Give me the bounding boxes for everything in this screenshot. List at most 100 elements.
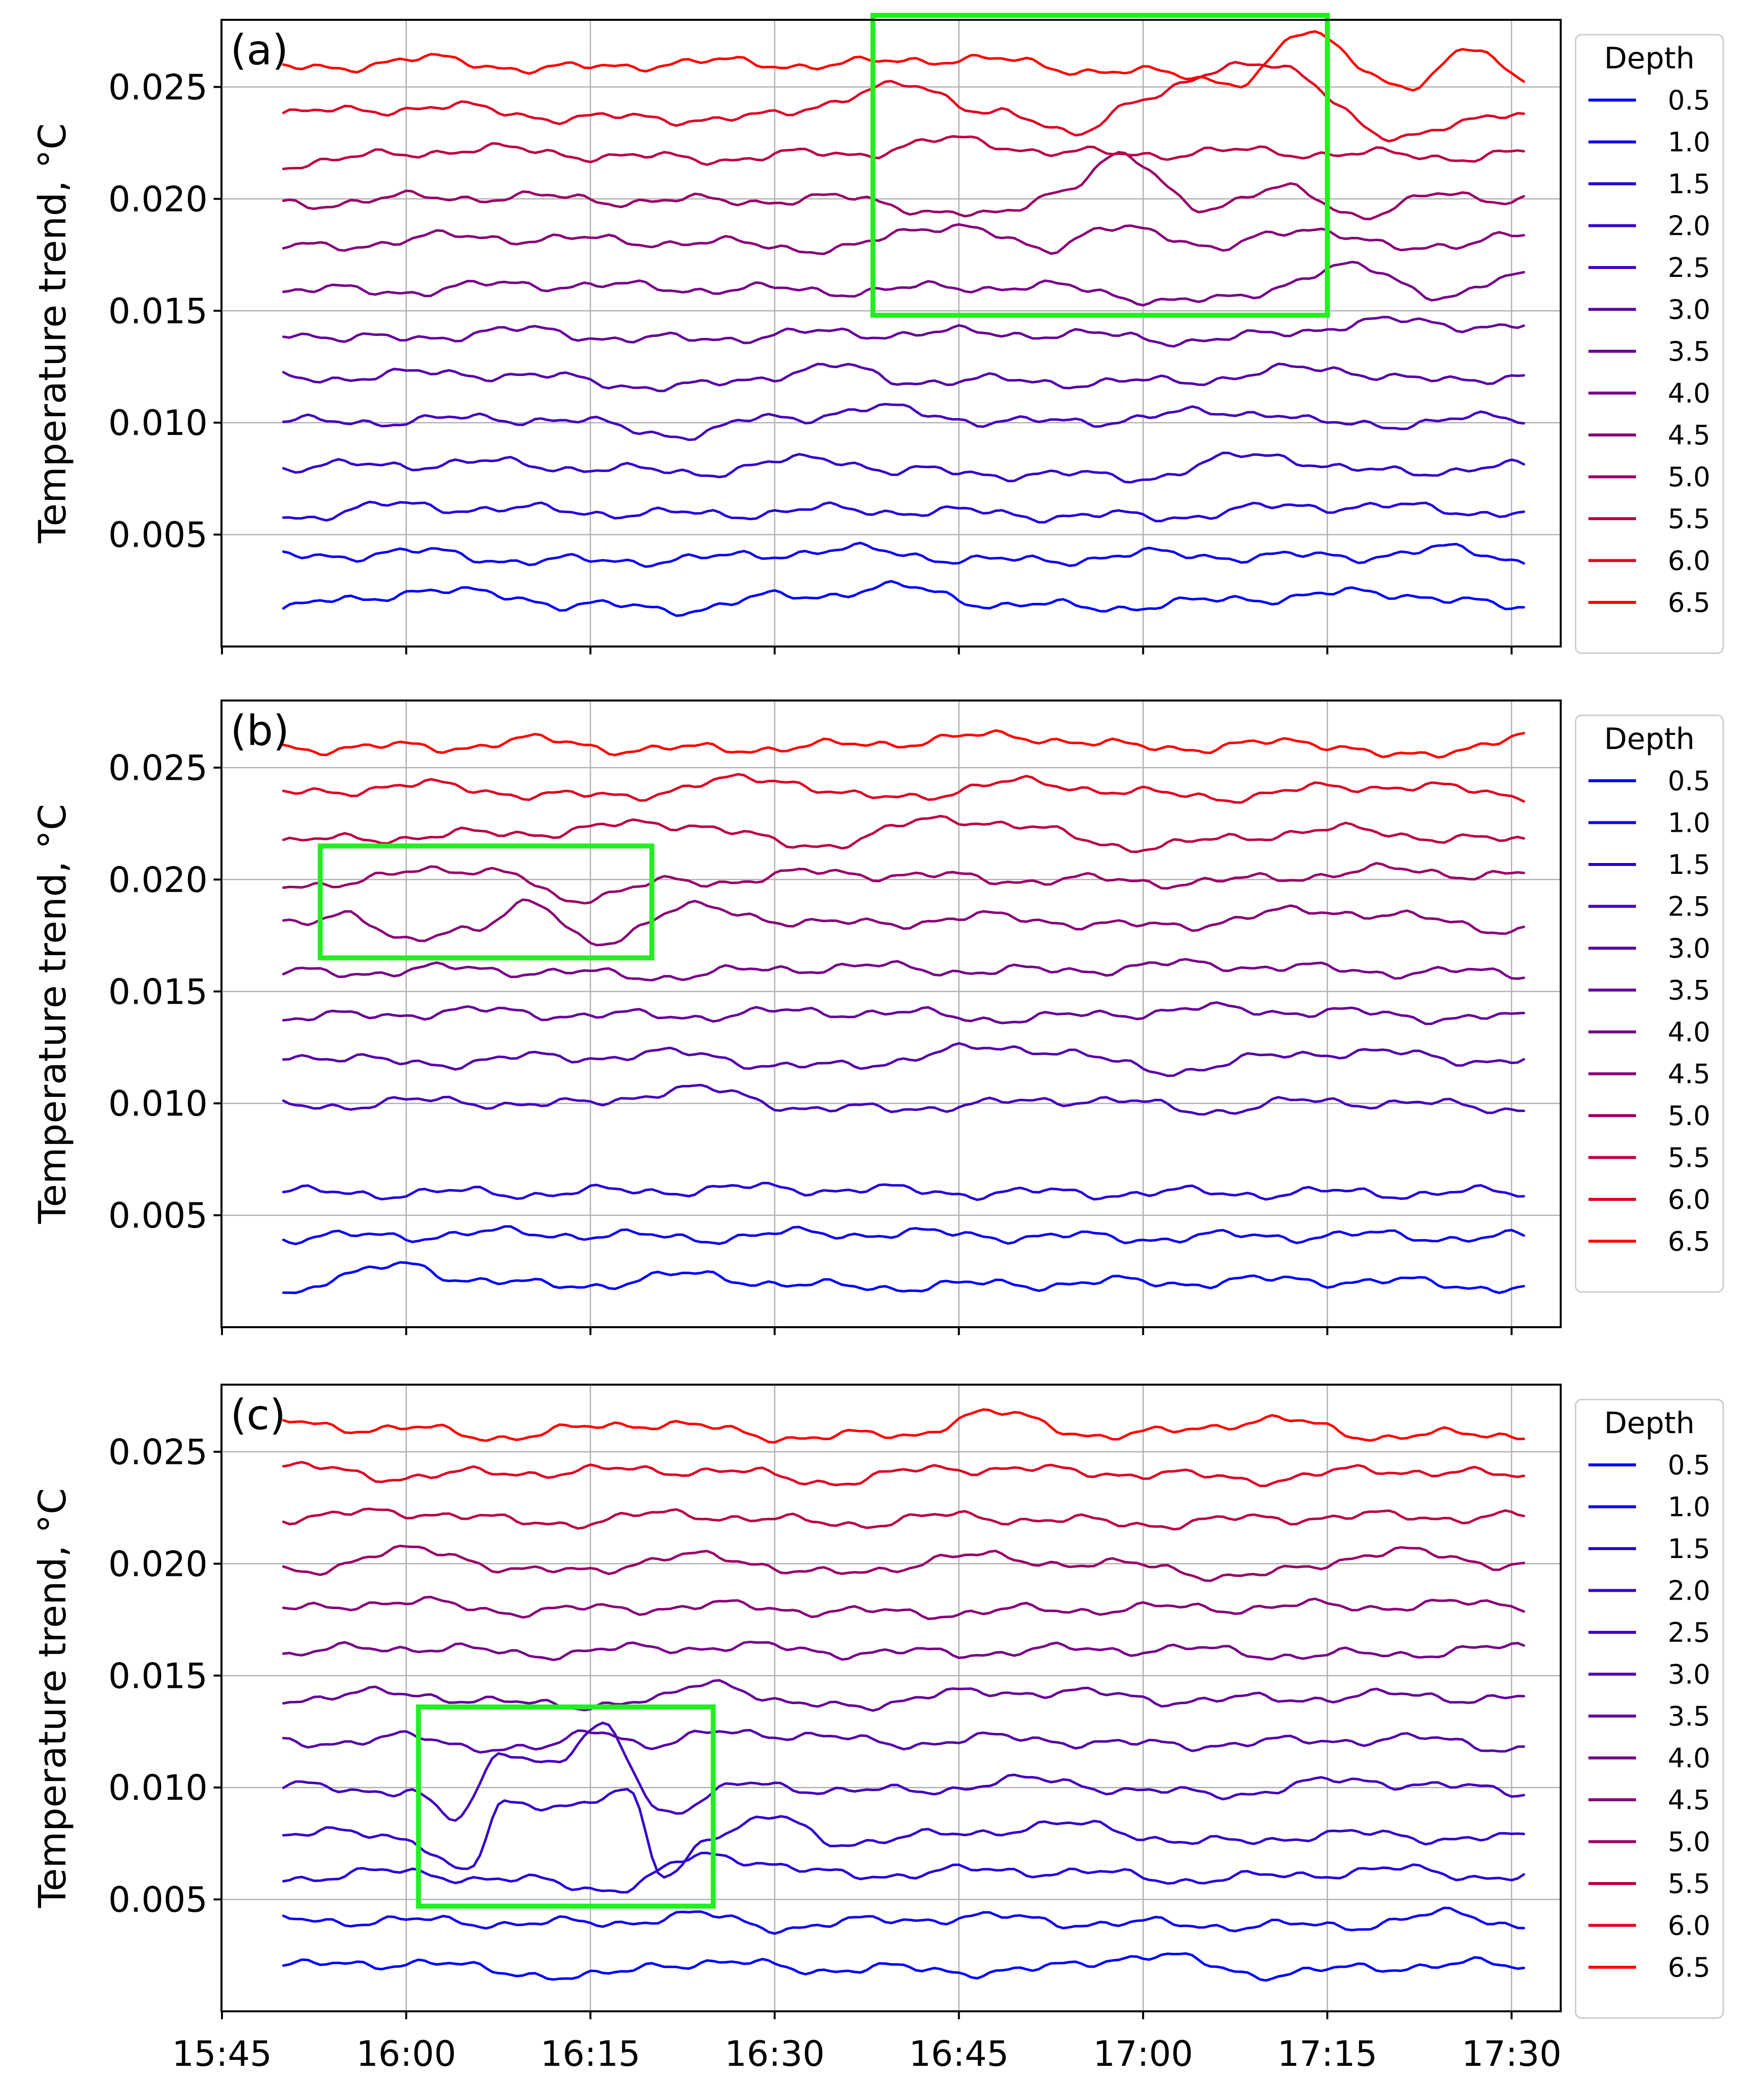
series-line-1.0 xyxy=(282,1906,1526,1935)
highlight-box xyxy=(318,843,655,961)
y-axis-label: Temperature trend, °C xyxy=(30,804,74,1225)
series-line-0.5 xyxy=(282,1952,1526,1982)
y-tick-label: 0.005 xyxy=(109,1880,208,1920)
legend-label-4.0: 4.0 xyxy=(1668,378,1710,409)
legend-title: Depth xyxy=(1604,1406,1695,1441)
series-line-2.0 xyxy=(282,451,1526,484)
series-line-5.0 xyxy=(282,151,1526,220)
legend-label-4.5: 4.5 xyxy=(1668,1784,1710,1816)
series-line-6.0 xyxy=(282,61,1526,143)
y-tick-label: 0.020 xyxy=(109,1544,208,1584)
legend-label-3.0: 3.0 xyxy=(1668,933,1710,964)
panel-label: (b) xyxy=(230,706,289,755)
series-line-4.5 xyxy=(282,223,1526,255)
series-line-3.5 xyxy=(282,1679,1526,1712)
y-tick-label: 0.005 xyxy=(109,515,208,555)
series-line-6.5 xyxy=(282,30,1526,92)
series-line-2.0 xyxy=(282,1788,1526,1879)
y-tick-label: 0.010 xyxy=(109,1083,208,1124)
y-axis-label: Temperature trend, °C xyxy=(30,123,74,544)
series-group xyxy=(282,1408,1526,1982)
x-tick-label: 16:45 xyxy=(909,2034,1009,2074)
legend-title: Depth xyxy=(1604,41,1695,76)
legend-label-6.5: 6.5 xyxy=(1668,1952,1710,1983)
y-tick-label: 0.025 xyxy=(109,1432,208,1473)
legend-label-2.0: 2.0 xyxy=(1668,211,1710,242)
series-line-3.5 xyxy=(282,1001,1526,1025)
legend-frame xyxy=(1575,714,1724,1293)
legend-label-5.5: 5.5 xyxy=(1668,1868,1710,1899)
series-line-6.5 xyxy=(282,1408,1526,1444)
y-tick-label: 0.015 xyxy=(109,291,208,331)
series-line-1.0 xyxy=(282,1225,1526,1245)
legend-title: Depth xyxy=(1604,722,1695,756)
y-tick-label: 0.010 xyxy=(109,403,208,443)
series-line-5.5 xyxy=(282,814,1526,853)
series-line-5.5 xyxy=(282,135,1526,170)
series-line-1.5 xyxy=(282,1182,1526,1201)
y-tick-label: 0.015 xyxy=(109,1656,208,1696)
highlight-box xyxy=(870,12,1330,318)
y-axis-label: Temperature trend, °C xyxy=(30,1488,74,1909)
series-line-5.0 xyxy=(282,862,1526,905)
legend-label-5.0: 5.0 xyxy=(1668,462,1710,493)
legend-label-3.5: 3.5 xyxy=(1668,1701,1710,1732)
series-line-4.5 xyxy=(282,898,1526,947)
axes-frame xyxy=(220,700,1562,1328)
series-line-4.0 xyxy=(282,958,1526,982)
legend-label-6.5: 6.5 xyxy=(1668,1226,1710,1257)
y-tick-label: 0.020 xyxy=(109,179,208,219)
panel-label: (a) xyxy=(230,26,288,74)
legend-label-0.5: 0.5 xyxy=(1668,1450,1710,1481)
legend-label-0.5: 0.5 xyxy=(1668,85,1710,116)
y-tick-label: 0.010 xyxy=(109,1768,208,1808)
x-tick-label: 16:30 xyxy=(725,2034,825,2074)
highlight-box xyxy=(416,1704,716,1909)
legend-label-6.0: 6.0 xyxy=(1668,545,1710,577)
legend-frame xyxy=(1575,1399,1724,2019)
legend: Depth 0.5 1.0 1.5 2.5 3.0 3.5 4.0 4.5 5.0 5.5 6.0 6.… xyxy=(1575,714,1724,1293)
series-line-4.0 xyxy=(282,261,1526,307)
x-tick-label: 17:15 xyxy=(1277,2034,1377,2074)
series-line-4.0 xyxy=(282,1640,1526,1662)
legend-label-2.5: 2.5 xyxy=(1668,252,1710,283)
legend-label-3.5: 3.5 xyxy=(1668,336,1710,367)
legend-label-3.0: 3.0 xyxy=(1668,1659,1710,1690)
series-line-6.0 xyxy=(282,773,1526,804)
series-line-2.5 xyxy=(282,1722,1526,1822)
series-group xyxy=(282,729,1526,1294)
legend-label-6.0: 6.0 xyxy=(1668,1910,1710,1941)
series-group xyxy=(282,30,1526,617)
legend-label-1.0: 1.0 xyxy=(1668,127,1710,158)
legend-label-5.5: 5.5 xyxy=(1668,503,1710,535)
legend-label-5.5: 5.5 xyxy=(1668,1142,1710,1174)
legend-label-2.5: 2.5 xyxy=(1668,891,1710,922)
legend-label-4.5: 4.5 xyxy=(1668,1059,1710,1090)
legend-label-6.0: 6.0 xyxy=(1668,1184,1710,1215)
series-line-1.5 xyxy=(282,500,1526,524)
panel-a: 0.005 0.010 0.015 0.020 0.025 Temperature tre… xyxy=(30,12,1724,654)
legend-label-5.0: 5.0 xyxy=(1668,1100,1710,1131)
legend-label-5.0: 5.0 xyxy=(1668,1827,1710,1858)
legend-label-2.0: 2.0 xyxy=(1668,1575,1710,1607)
legend-label-1.5: 1.5 xyxy=(1668,849,1710,880)
legend-label-3.5: 3.5 xyxy=(1668,975,1710,1006)
panel-c: 0.005 0.010 0.015 0.020 0.025 15:45 16:00 16:15… xyxy=(30,1384,1724,2074)
legend-label-1.0: 1.0 xyxy=(1668,1492,1710,1523)
x-tick-label: 17:00 xyxy=(1093,2034,1193,2074)
legend-label-4.0: 4.0 xyxy=(1668,1743,1710,1774)
legend-label-0.5: 0.5 xyxy=(1668,765,1710,797)
x-tick-label: 17:30 xyxy=(1462,2034,1562,2074)
series-line-3.0 xyxy=(282,1729,1526,1754)
series-line-3.5 xyxy=(282,316,1526,348)
series-line-2.5 xyxy=(282,1083,1526,1116)
legend-label-4.5: 4.5 xyxy=(1668,420,1710,451)
legend-label-3.0: 3.0 xyxy=(1668,294,1710,325)
panel-label: (c) xyxy=(230,1391,286,1439)
series-line-6.5 xyxy=(282,729,1526,759)
series-line-3.0 xyxy=(282,363,1526,392)
series-line-1.0 xyxy=(282,541,1526,568)
y-tick-label: 0.005 xyxy=(109,1195,208,1236)
legend-label-6.5: 6.5 xyxy=(1668,587,1710,618)
